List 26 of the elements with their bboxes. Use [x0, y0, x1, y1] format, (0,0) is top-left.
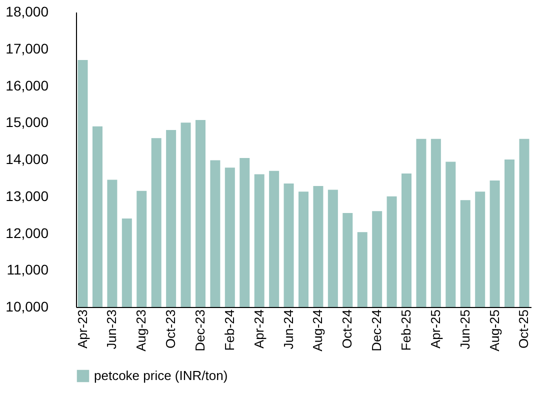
x-tick-label: Feb-25	[398, 310, 414, 351]
y-tick-label: 17,000	[6, 40, 49, 56]
y-tick-label: 15,000	[6, 114, 49, 130]
x-tick-label: Dec-23	[192, 310, 208, 352]
y-tick-label: 10,000	[6, 298, 49, 314]
x-tick-label: Jun-23	[104, 310, 120, 350]
x-tick-label: Oct-24	[340, 310, 355, 349]
x-tick-label: Apr-25	[428, 310, 443, 349]
x-tick-label: Apr-24	[251, 310, 266, 349]
x-tick-label: Aug-25	[486, 310, 502, 352]
x-tick-label: Aug-23	[134, 310, 149, 352]
y-tick-label: 13,000	[6, 188, 49, 204]
x-tick-label: Oct-23	[163, 310, 178, 349]
legend-label: petcoke price (INR/ton)	[94, 368, 228, 383]
y-tick-label: 12,000	[6, 224, 49, 241]
x-tick-label: Jun-24	[280, 310, 296, 350]
x-tick-label: Feb-24	[222, 310, 237, 351]
y-tick-label: 18,000	[6, 4, 49, 20]
x-tick-label: Apr-23	[74, 310, 90, 349]
x-tick-label: Dec-24	[369, 310, 384, 352]
x-tick-label: Oct-25	[516, 310, 532, 349]
x-tick-label: Aug-24	[310, 310, 326, 352]
y-tick-label: 11,000	[6, 262, 49, 278]
y-tick-label: 16,000	[6, 77, 49, 94]
y-tick-label: 14,000	[6, 151, 49, 167]
x-tick-label: Jun-25	[457, 310, 472, 350]
